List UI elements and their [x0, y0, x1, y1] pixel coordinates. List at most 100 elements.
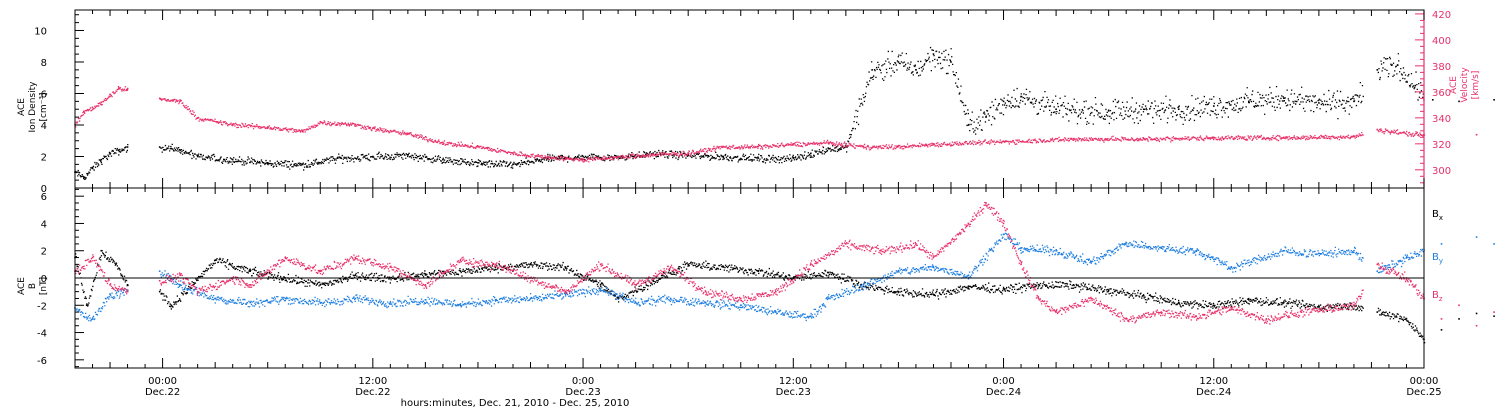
- point-bz-15: [494, 263, 497, 266]
- point-bx-23: [722, 266, 725, 268]
- point-bx-6: [170, 304, 173, 307]
- point-density-51: [1414, 84, 1417, 87]
- point-bx-11: [319, 284, 322, 286]
- point-by-36: [1230, 266, 1233, 268]
- point-velocity-24: [687, 152, 689, 154]
- point-bz-38: [1195, 315, 1198, 317]
- point-by-41: [1405, 256, 1408, 259]
- point-bz-2: [109, 284, 111, 286]
- point-velocity-19: [512, 152, 514, 154]
- point-bx-24: [757, 270, 760, 272]
- point-density-41: [1107, 110, 1110, 112]
- point-density-8: [170, 147, 173, 150]
- point-bx-26: [827, 271, 830, 274]
- point-bx-48: [1493, 315, 1495, 317]
- legend-by-subscript: y: [1439, 257, 1443, 265]
- point-by-43: [1475, 236, 1478, 238]
- left-tick-label: 6: [41, 89, 47, 100]
- point-by-11: [389, 301, 392, 304]
- point-velocity-2: [91, 106, 94, 109]
- point-bx-32: [1037, 284, 1040, 286]
- point-density-40: [1055, 108, 1057, 111]
- point-density-37: [985, 116, 987, 118]
- point-velocity-10: [231, 123, 234, 126]
- point-velocity-5: [117, 87, 120, 89]
- point-velocity-21: [582, 158, 584, 161]
- point-by-4: [158, 270, 161, 272]
- point-by-22: [774, 311, 777, 313]
- point-by-29: [1002, 233, 1005, 236]
- point-bz-27: [915, 243, 917, 245]
- point-by-42: [1440, 243, 1443, 245]
- x-tick-label-date: Dec.25: [1406, 387, 1441, 398]
- point-density-54: [1493, 98, 1495, 101]
- point-by-38: [1318, 252, 1320, 255]
- point-bz-32: [1020, 263, 1022, 266]
- point-velocity-38: [1376, 128, 1379, 131]
- point-bz-40: [1265, 318, 1268, 320]
- series-bx: [74, 249, 1495, 344]
- left-axis-title-line: Ion Density: [28, 81, 38, 133]
- left-tick-label: -6: [37, 356, 47, 367]
- point-bz-8: [249, 284, 251, 286]
- x-tick-label-time: 00:00: [148, 376, 177, 387]
- point-by-44: [1493, 243, 1495, 245]
- point-velocity-29: [862, 145, 865, 148]
- point-density-3: [100, 158, 103, 161]
- point-velocity-8: [179, 100, 181, 102]
- x-tick-label-date: Dec.23: [565, 387, 600, 398]
- point-bz-20: [669, 266, 672, 268]
- point-velocity-22: [617, 156, 619, 158]
- point-by-37: [1283, 249, 1285, 252]
- point-density-20: [547, 157, 549, 159]
- point-bx-40: [1318, 305, 1320, 308]
- point-bx-33: [1072, 284, 1075, 286]
- point-density-36: [967, 124, 970, 126]
- legend-bx-subscript: x: [1439, 214, 1443, 222]
- point-bz-3: [126, 290, 129, 293]
- left-axis-title-line: B: [28, 283, 38, 289]
- left-tick-label: 6: [41, 192, 47, 203]
- point-by-25: [862, 284, 865, 286]
- legend-bz-subscript: z: [1439, 295, 1443, 303]
- left-axis-title-line: [cm⁻³]: [39, 92, 49, 121]
- series-density-points: [75, 46, 1425, 180]
- point-density-27: [792, 157, 795, 159]
- point-bz-5: [179, 274, 181, 277]
- point-by-6: [214, 297, 216, 300]
- left-tick-label: 10: [34, 26, 47, 37]
- left-tick-label: 0: [41, 274, 47, 285]
- x-tick-label-time: 0:00: [572, 376, 594, 387]
- point-density-24: [687, 154, 689, 156]
- point-bz-6: [196, 290, 199, 293]
- series-velocity-points: [75, 86, 1426, 163]
- x-tick-label-date: Dec.24: [986, 387, 1021, 398]
- point-bx-19: [599, 284, 602, 286]
- point-density-16: [407, 154, 409, 156]
- right-tick-label: 360: [1432, 88, 1451, 99]
- point-bz-48: [1475, 324, 1478, 327]
- right-tick-label: 380: [1432, 62, 1451, 73]
- left-tick-label: -2: [37, 301, 47, 312]
- point-bz-24: [810, 263, 812, 266]
- point-density-49: [1376, 69, 1379, 71]
- point-bz-34: [1055, 311, 1057, 313]
- point-bz-11: [354, 256, 357, 259]
- point-bx-22: [687, 263, 689, 266]
- point-velocity-32: [1002, 140, 1005, 143]
- legend-bx: Bx: [1432, 209, 1443, 222]
- left-tick-label: 2: [41, 152, 47, 163]
- point-bz-1: [91, 256, 94, 259]
- point-bz-33: [1037, 297, 1040, 300]
- point-by-28: [967, 274, 970, 277]
- point-by-26: [897, 270, 900, 272]
- point-by-30: [1020, 247, 1022, 249]
- x-tick-label-time: 12:00: [1199, 376, 1228, 387]
- point-bz-19: [634, 284, 637, 286]
- point-by-12: [424, 299, 427, 301]
- point-bx-16: [494, 266, 497, 268]
- point-bx-9: [249, 270, 251, 272]
- series-bz: [74, 201, 1495, 327]
- left-tick-label: 0: [41, 184, 47, 195]
- left-axis-title-line: ACE: [17, 277, 27, 295]
